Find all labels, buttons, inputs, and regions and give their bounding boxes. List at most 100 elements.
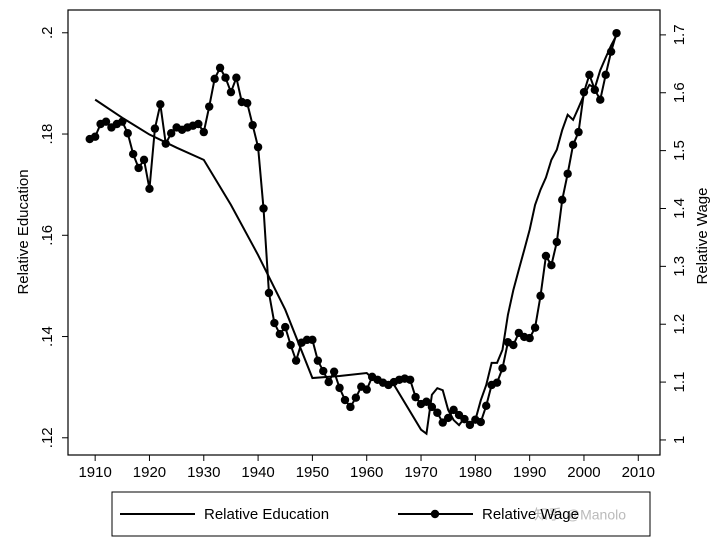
data-point xyxy=(205,102,214,111)
data-point xyxy=(340,395,350,405)
data-point xyxy=(275,329,285,339)
data-point xyxy=(579,87,589,97)
y2-tick-label: 1.5 xyxy=(671,140,688,161)
data-point xyxy=(460,414,469,424)
data-point xyxy=(215,63,225,73)
y-tick-label: .18 xyxy=(39,124,56,145)
y2-tick-label: 1.2 xyxy=(671,314,688,335)
data-point xyxy=(253,142,263,152)
data-point xyxy=(552,237,562,247)
data-point xyxy=(541,251,551,261)
y-tick-label: .14 xyxy=(39,326,56,347)
watermark: 知乎 @Manolo xyxy=(534,507,626,523)
legend-marker xyxy=(430,509,440,519)
data-point xyxy=(221,73,230,82)
y2-axis-title: Relative Wage xyxy=(694,188,711,285)
y2-tick-label: 1.6 xyxy=(671,82,688,103)
data-point xyxy=(601,70,610,80)
data-point xyxy=(476,417,485,427)
x-tick-label: 1960 xyxy=(350,464,383,481)
data-point xyxy=(558,195,567,205)
data-point xyxy=(161,139,170,148)
data-point xyxy=(329,367,339,376)
data-point xyxy=(134,163,143,173)
data-point xyxy=(319,366,328,376)
data-point xyxy=(286,340,295,350)
x-tick-label: 2010 xyxy=(622,464,655,481)
data-point xyxy=(324,377,333,387)
data-point xyxy=(427,402,437,412)
legend-box xyxy=(111,491,651,537)
x-tick-label: 1930 xyxy=(187,464,220,481)
x-tick-label: 2000 xyxy=(567,464,600,481)
data-point xyxy=(226,87,236,97)
x-tick-label: 1920 xyxy=(133,464,166,481)
data-point xyxy=(411,392,420,402)
y2-tick-label: 1.1 xyxy=(671,372,688,393)
data-point xyxy=(156,100,165,109)
data-point xyxy=(443,413,453,423)
data-point xyxy=(90,132,100,141)
data-point xyxy=(585,70,594,80)
data-point xyxy=(612,28,621,38)
data-point xyxy=(405,375,415,384)
series-line xyxy=(89,32,618,427)
data-point xyxy=(199,127,208,137)
data-point xyxy=(590,85,600,95)
data-point xyxy=(313,356,323,365)
data-point xyxy=(232,73,241,82)
data-point xyxy=(498,363,507,373)
data-point xyxy=(547,260,556,270)
data-point xyxy=(259,204,268,213)
y2-tick-label: 1 xyxy=(671,436,688,444)
data-point xyxy=(270,318,279,328)
data-point xyxy=(101,117,111,126)
y2-tick-label: 1.7 xyxy=(671,24,688,45)
data-point xyxy=(139,155,149,165)
data-point xyxy=(166,129,176,138)
x-tick-label: 1980 xyxy=(459,464,492,481)
data-point xyxy=(243,98,252,108)
data-point xyxy=(530,323,540,332)
data-point xyxy=(568,140,578,150)
data-point xyxy=(248,120,257,130)
data-point xyxy=(281,322,290,332)
data-point xyxy=(433,408,442,417)
data-point xyxy=(264,288,274,298)
y-tick-label: .2 xyxy=(39,27,56,40)
legend-label: Relative Education xyxy=(204,506,329,523)
x-tick-label: 1970 xyxy=(404,464,437,481)
data-point xyxy=(596,95,605,104)
y-axis-title: Relative Education xyxy=(15,169,32,294)
data-point xyxy=(308,335,317,345)
legend-label: Relative Wage xyxy=(482,506,579,523)
x-tick-label: 1940 xyxy=(241,464,274,481)
y2-tick-label: 1.4 xyxy=(671,198,688,219)
data-point xyxy=(492,378,502,387)
data-point xyxy=(150,124,160,133)
data-point xyxy=(335,383,344,393)
data-point xyxy=(606,47,616,56)
data-point xyxy=(118,117,127,126)
data-point xyxy=(351,393,361,402)
data-point xyxy=(574,127,583,137)
series-line xyxy=(94,34,618,436)
data-point xyxy=(422,397,431,406)
data-point xyxy=(525,333,534,343)
data-point xyxy=(482,401,491,411)
x-tick-label: 1990 xyxy=(513,464,546,481)
data-point xyxy=(362,385,371,394)
plot-frame xyxy=(67,9,661,456)
data-point xyxy=(465,420,475,430)
y-tick-label: .16 xyxy=(39,225,56,246)
data-point xyxy=(210,74,219,84)
data-point xyxy=(449,405,458,415)
data-point xyxy=(536,291,545,301)
y2-tick-label: 1.3 xyxy=(671,256,688,277)
data-point xyxy=(291,356,301,365)
data-point xyxy=(346,402,355,412)
data-point xyxy=(128,149,138,159)
data-point xyxy=(145,184,154,194)
data-point xyxy=(563,169,572,178)
